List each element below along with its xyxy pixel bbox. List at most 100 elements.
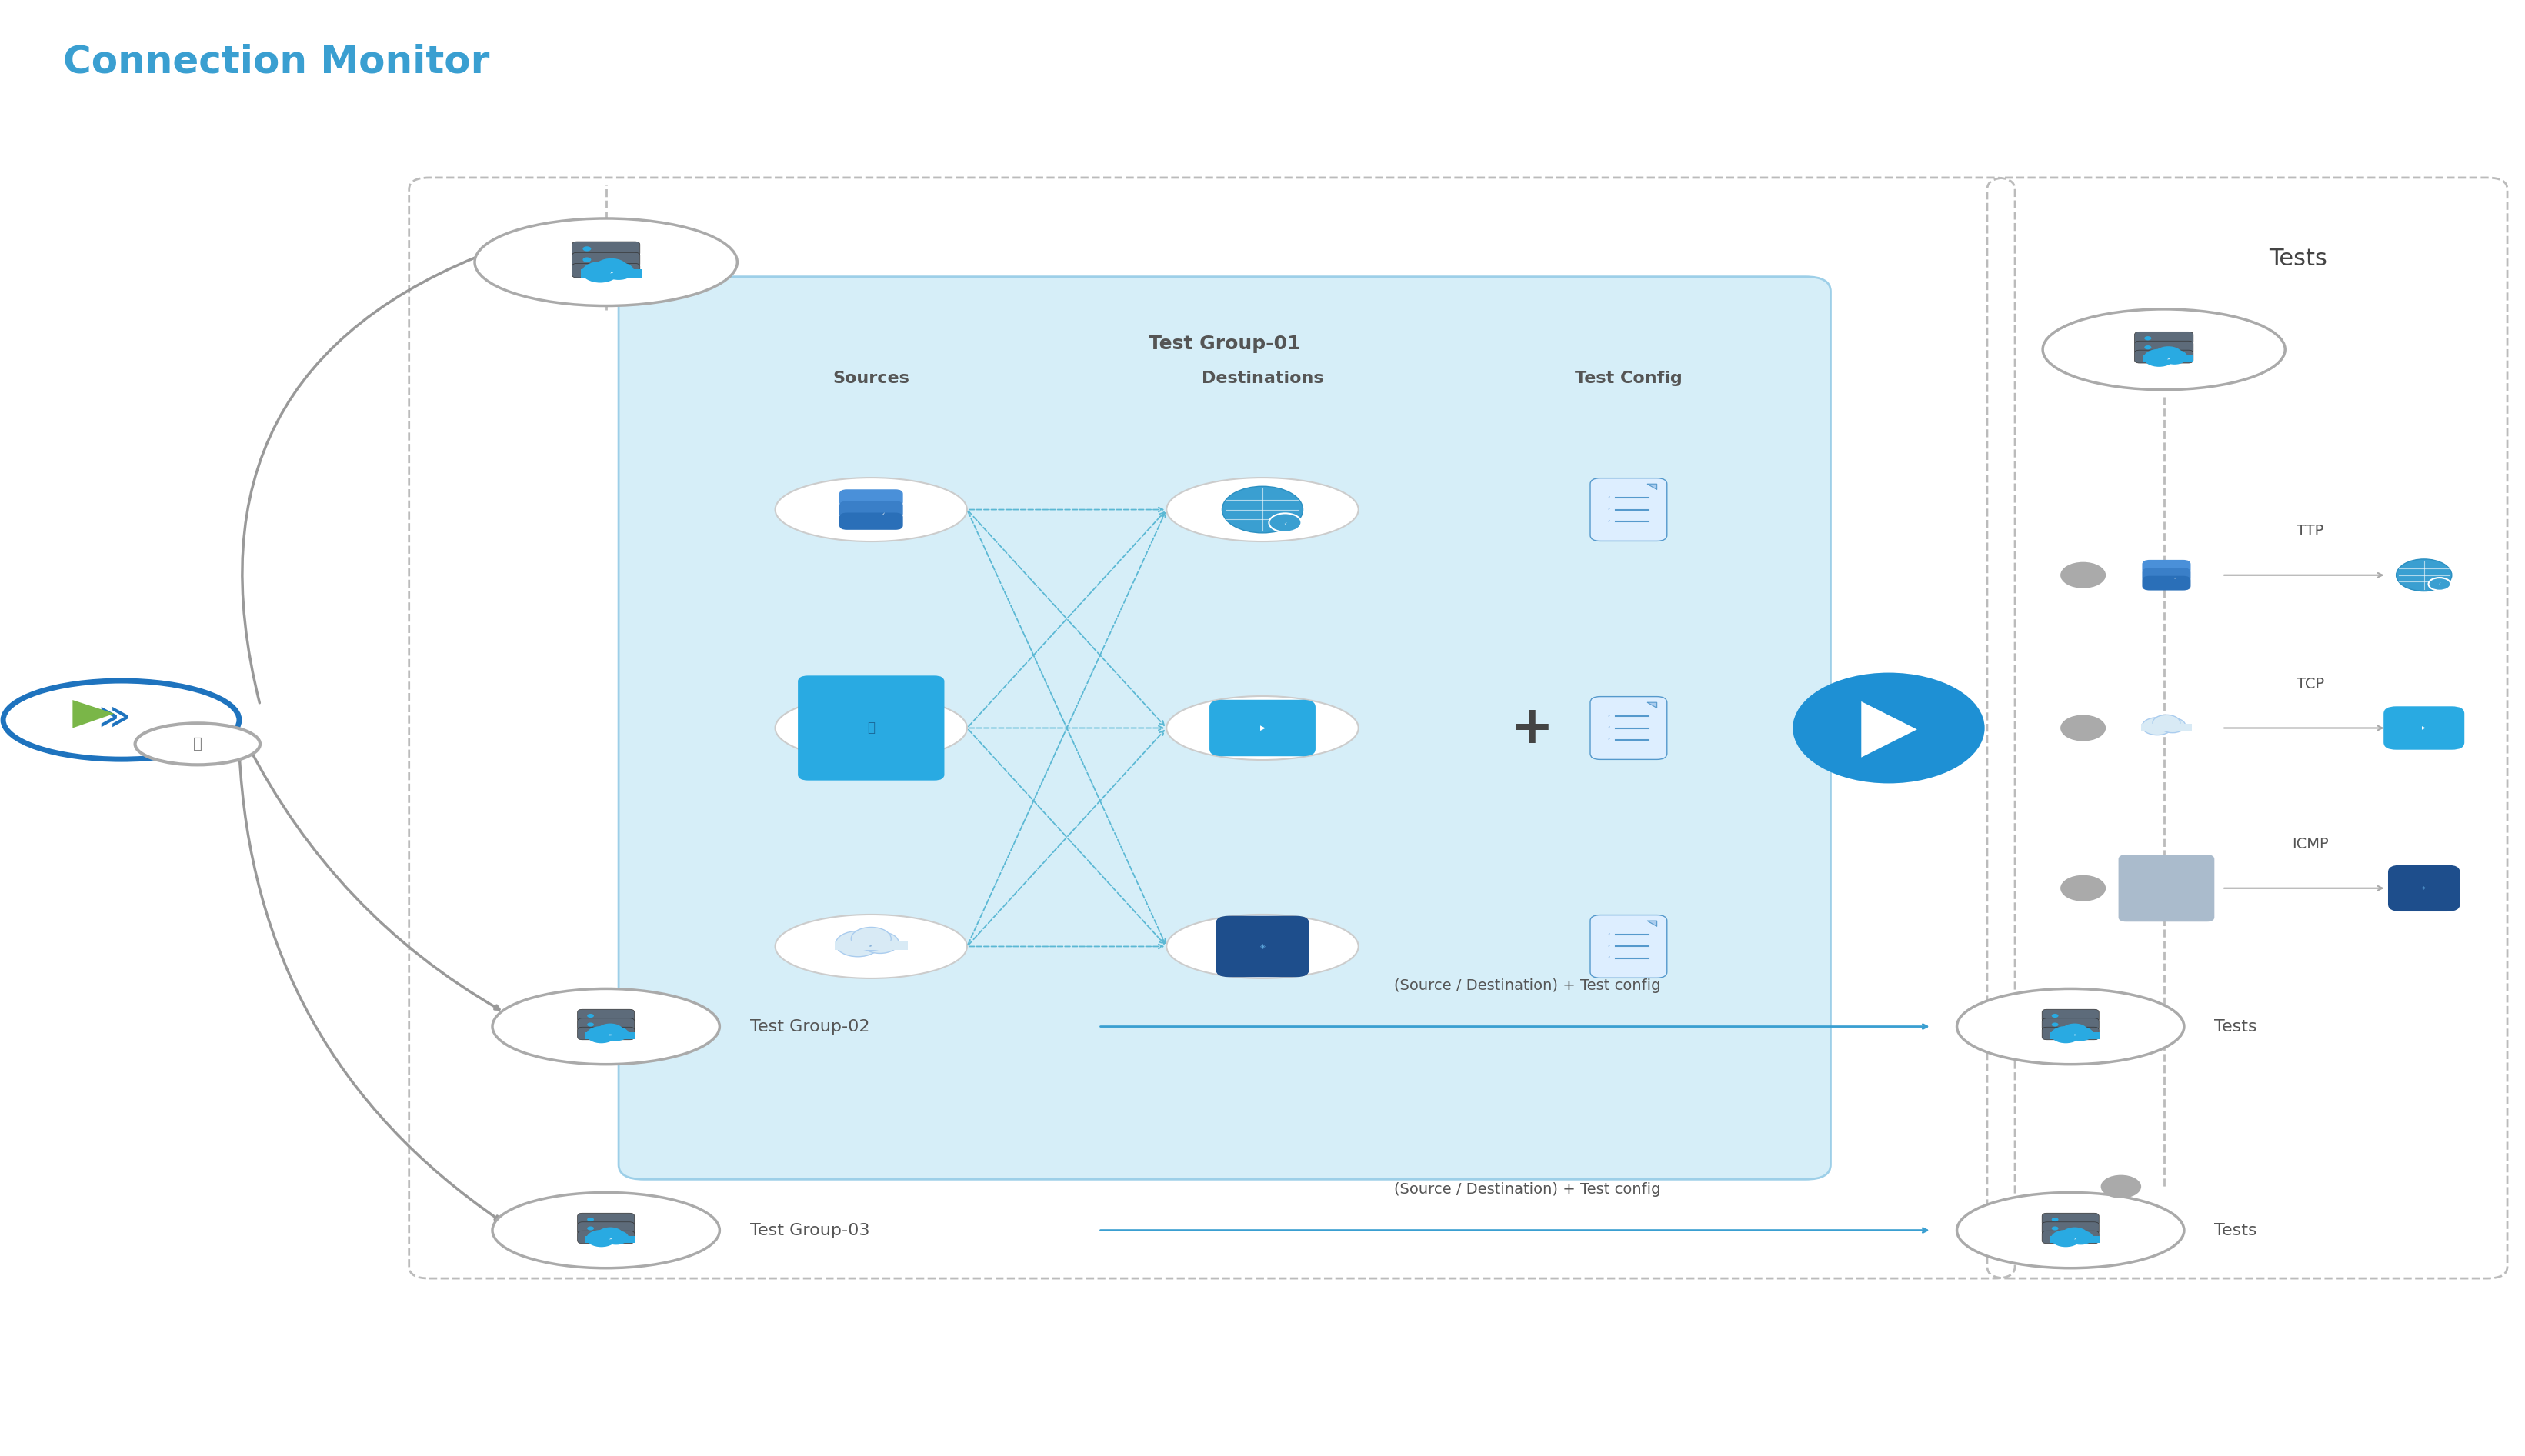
Text: »: » — [2073, 1238, 2076, 1241]
Ellipse shape — [475, 218, 737, 306]
Circle shape — [583, 246, 591, 252]
FancyBboxPatch shape — [838, 489, 904, 507]
FancyBboxPatch shape — [838, 501, 904, 518]
Circle shape — [2144, 336, 2151, 341]
Polygon shape — [1646, 920, 1656, 926]
Ellipse shape — [1167, 478, 1358, 542]
Text: Test Group-02: Test Group-02 — [750, 1019, 869, 1034]
Circle shape — [588, 1031, 593, 1035]
Text: »: » — [2073, 1034, 2076, 1037]
FancyBboxPatch shape — [619, 277, 1831, 1179]
Circle shape — [2053, 1022, 2058, 1026]
Text: Tests: Tests — [2214, 1223, 2257, 1238]
Text: ✓: ✓ — [1608, 508, 1611, 511]
Circle shape — [588, 1226, 593, 1230]
FancyBboxPatch shape — [2141, 577, 2192, 590]
Circle shape — [836, 930, 881, 957]
Circle shape — [586, 1026, 616, 1042]
Text: ✓: ✓ — [1608, 738, 1611, 741]
Circle shape — [2396, 559, 2452, 591]
Text: ✓: ✓ — [1608, 957, 1611, 960]
Text: ✓: ✓ — [1608, 945, 1611, 948]
Bar — [836, 941, 906, 951]
Ellipse shape — [492, 989, 720, 1064]
Ellipse shape — [775, 696, 967, 760]
Circle shape — [2154, 715, 2179, 731]
Text: ⬛: ⬛ — [866, 721, 876, 735]
Bar — [586, 1032, 634, 1040]
FancyBboxPatch shape — [1217, 916, 1308, 977]
Text: Test Config: Test Config — [1576, 371, 1682, 386]
Circle shape — [2141, 718, 2172, 735]
Circle shape — [603, 1230, 629, 1245]
Circle shape — [2101, 1175, 2141, 1198]
FancyBboxPatch shape — [2043, 1018, 2098, 1031]
Ellipse shape — [136, 724, 260, 764]
Circle shape — [588, 1013, 593, 1018]
Bar — [2050, 1236, 2098, 1243]
Text: ✓: ✓ — [881, 513, 886, 517]
Text: TCP: TCP — [2295, 677, 2326, 692]
Circle shape — [2050, 1230, 2081, 1246]
Circle shape — [2053, 1235, 2058, 1239]
Text: Tests: Tests — [2214, 1019, 2257, 1034]
Circle shape — [2060, 715, 2106, 741]
Circle shape — [588, 1022, 593, 1026]
Circle shape — [2053, 1013, 2058, 1018]
Circle shape — [2159, 718, 2187, 732]
Text: ▶: ▶ — [2421, 727, 2427, 729]
Text: +: + — [1512, 703, 1553, 753]
FancyBboxPatch shape — [573, 264, 639, 278]
Text: ✓: ✓ — [1608, 727, 1611, 729]
Circle shape — [581, 262, 619, 282]
FancyBboxPatch shape — [578, 1230, 634, 1243]
Circle shape — [588, 1235, 593, 1239]
FancyBboxPatch shape — [2134, 332, 2194, 345]
FancyBboxPatch shape — [2043, 1230, 2098, 1243]
Circle shape — [603, 262, 634, 280]
FancyBboxPatch shape — [2043, 1213, 2098, 1226]
Circle shape — [583, 258, 591, 262]
FancyBboxPatch shape — [2118, 855, 2214, 922]
Circle shape — [2068, 1026, 2093, 1041]
Polygon shape — [1646, 702, 1656, 708]
FancyBboxPatch shape — [2141, 561, 2192, 574]
Ellipse shape — [775, 478, 967, 542]
Circle shape — [2060, 562, 2106, 588]
Ellipse shape — [2043, 309, 2285, 390]
Text: ▶: ▶ — [1861, 693, 1916, 763]
FancyBboxPatch shape — [573, 252, 639, 266]
Polygon shape — [73, 700, 114, 728]
FancyBboxPatch shape — [578, 1018, 634, 1031]
Ellipse shape — [1167, 914, 1358, 978]
Text: ▶: ▶ — [1260, 725, 1265, 731]
Text: »: » — [609, 271, 614, 275]
Text: ✓: ✓ — [2174, 577, 2177, 579]
Circle shape — [2053, 1226, 2058, 1230]
Text: ⏱: ⏱ — [192, 737, 202, 751]
Bar — [2144, 355, 2194, 363]
Text: ✓: ✓ — [1283, 521, 1288, 524]
Circle shape — [596, 1227, 624, 1243]
Ellipse shape — [3, 681, 240, 759]
Circle shape — [861, 932, 899, 954]
FancyBboxPatch shape — [2043, 1222, 2098, 1235]
Circle shape — [596, 258, 629, 278]
Text: (Source / Destination) + Test config: (Source / Destination) + Test config — [1394, 1182, 1661, 1197]
Circle shape — [851, 927, 891, 951]
FancyBboxPatch shape — [1591, 478, 1666, 542]
FancyBboxPatch shape — [2134, 341, 2194, 354]
Circle shape — [2429, 578, 2452, 591]
Circle shape — [2154, 347, 2182, 363]
Text: TTP: TTP — [2298, 524, 2323, 539]
Circle shape — [2144, 345, 2151, 349]
Ellipse shape — [492, 1192, 720, 1268]
Circle shape — [1222, 486, 1303, 533]
FancyBboxPatch shape — [573, 242, 639, 256]
Circle shape — [583, 268, 591, 272]
Text: ≫: ≫ — [98, 705, 129, 732]
FancyBboxPatch shape — [1591, 914, 1666, 978]
Circle shape — [2053, 1031, 2058, 1035]
FancyBboxPatch shape — [578, 1213, 634, 1226]
Circle shape — [2060, 1024, 2088, 1040]
